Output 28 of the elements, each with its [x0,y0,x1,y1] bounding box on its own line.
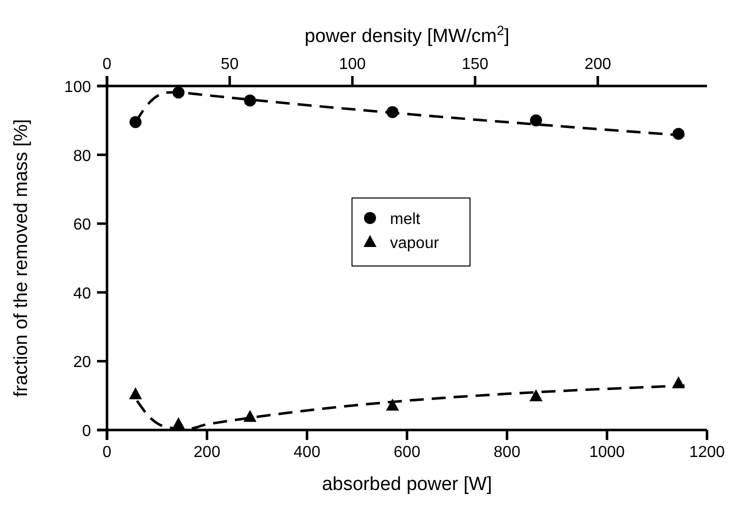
x-tick-label: 400 [294,444,320,461]
y-tick-label: 0 [82,423,92,440]
x-tick-label: 800 [494,444,520,461]
point [244,94,256,106]
x2-tick-label: 50 [220,56,239,73]
y-tick-label: 20 [73,354,92,372]
x-tick-label: 200 [194,444,220,461]
x2-axis-title: power density [MW/cm$^{2}$] [304,22,510,47]
point [129,387,142,400]
x-tick-label: 600 [394,444,420,461]
x2-tick-label: 200 [584,56,612,73]
x-tick-label: 1000 [589,444,625,461]
point [530,114,542,126]
x2-tick-label: 150 [462,56,489,73]
y-tick-label: 60 [73,216,92,234]
y-tick-label: 40 [73,285,92,302]
legend-label: melt [390,211,421,228]
x2-tick-label: 100 [339,56,366,73]
point [530,389,542,402]
legend-label: vapour [390,235,440,252]
y-tick-label: 80 [73,148,92,165]
point [244,410,256,422]
y-tick-label: 100 [64,79,92,96]
x-tick-label: 0 [102,444,112,461]
x2-tick-label: 0 [102,56,112,73]
x-axis-title: absorbed power [W] [322,474,492,495]
x-tick-label: 1200 [689,444,725,461]
y-axis-title: fraction of the removed mass [%] [11,119,32,397]
